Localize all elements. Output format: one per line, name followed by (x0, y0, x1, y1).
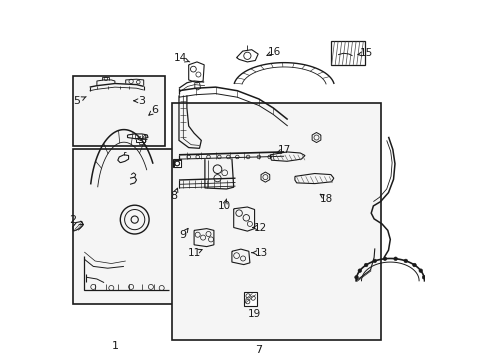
Text: 11: 11 (188, 248, 201, 258)
Text: 10: 10 (218, 201, 231, 211)
Circle shape (418, 269, 422, 273)
Text: 1: 1 (111, 341, 118, 351)
Circle shape (354, 275, 358, 279)
Text: 15: 15 (359, 48, 372, 58)
Text: 13: 13 (255, 248, 268, 258)
Bar (173, 160, 181, 167)
Text: 12: 12 (254, 222, 267, 233)
Bar (73, 76, 165, 146)
Bar (73, 149, 176, 304)
Text: 8: 8 (170, 191, 178, 201)
Text: 19: 19 (247, 309, 261, 319)
Circle shape (393, 257, 397, 261)
Bar (172, 103, 381, 340)
Bar (173, 159, 181, 167)
Text: 9: 9 (180, 230, 186, 240)
Bar (330, 41, 365, 65)
Text: 16: 16 (267, 47, 280, 57)
Text: 3: 3 (138, 96, 145, 106)
Text: 5: 5 (74, 96, 81, 106)
Circle shape (383, 257, 386, 261)
Text: 7: 7 (255, 345, 262, 355)
Bar (244, 292, 257, 306)
Text: 4: 4 (140, 134, 147, 144)
Circle shape (357, 269, 361, 273)
Circle shape (364, 263, 367, 267)
Text: 14: 14 (173, 53, 187, 63)
Circle shape (422, 275, 425, 279)
Text: 17: 17 (277, 145, 290, 156)
Circle shape (403, 259, 407, 263)
Text: 2: 2 (69, 215, 77, 225)
Circle shape (412, 263, 415, 267)
Text: 6: 6 (151, 105, 159, 115)
Text: 18: 18 (319, 194, 332, 204)
Circle shape (372, 259, 376, 263)
